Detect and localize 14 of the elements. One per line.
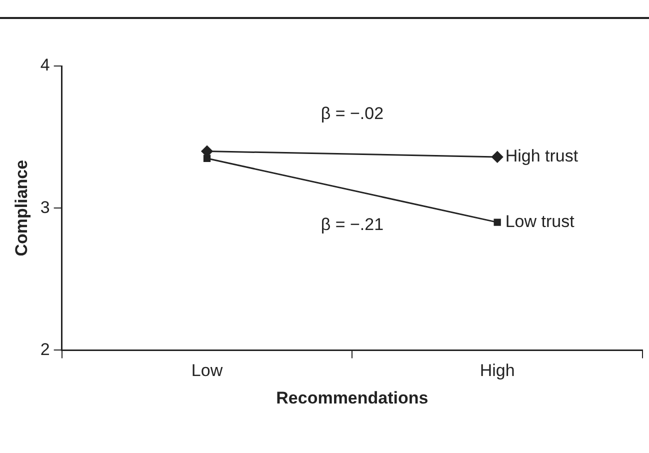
point	[492, 151, 504, 163]
y-axis-title: Compliance	[12, 160, 31, 256]
annotation: β = −.21	[320, 215, 384, 234]
series-label: High trust	[505, 146, 578, 166]
x-axis-title: Recommendations	[276, 388, 428, 408]
y-tick-label: 3	[40, 198, 50, 217]
point	[203, 154, 211, 162]
x-tick-label: Low	[191, 361, 224, 380]
y-tick-label: 2	[40, 340, 50, 359]
annotation: β = −.02	[320, 104, 384, 123]
series-label: Low trust	[505, 212, 575, 231]
point	[494, 218, 501, 226]
y-tick-label: 4	[40, 56, 50, 75]
x-tick-label: High	[480, 361, 515, 380]
